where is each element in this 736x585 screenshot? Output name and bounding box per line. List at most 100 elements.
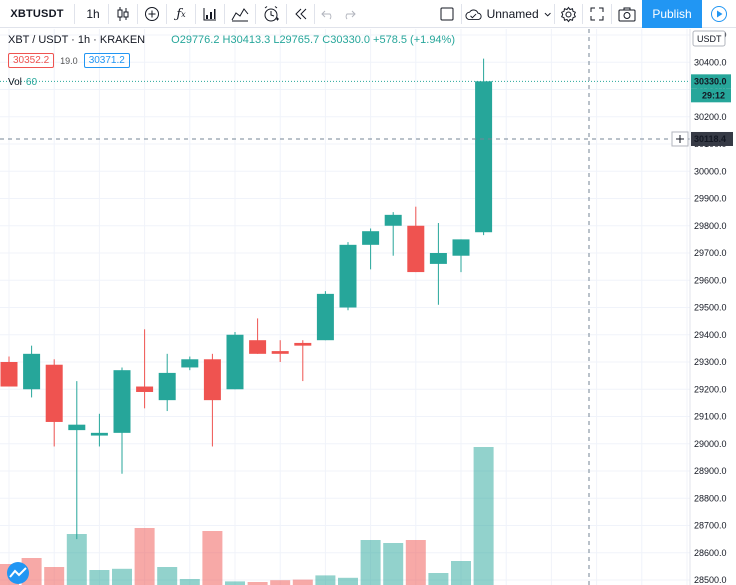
high-value: 30413.3 [230, 34, 271, 46]
toolbar-divider [74, 4, 75, 24]
ohlc-values: O29776.2 H30413.3 L29765.7 C30330.0 +578… [171, 34, 455, 46]
countdown-badge [691, 88, 731, 103]
low-label: L [273, 34, 280, 46]
volume-bar [270, 580, 291, 585]
sell-price-button[interactable]: 30352.2 [8, 53, 55, 68]
open-value: 29776.2 [179, 34, 220, 46]
toolbar-divider [195, 4, 196, 24]
price-tick-label: 28500.0 [694, 575, 727, 585]
volume-bar [383, 543, 404, 585]
toolbar-divider [286, 4, 287, 24]
volume-bar [112, 568, 132, 585]
toolbar-divider [461, 4, 462, 24]
candle-body [452, 239, 470, 256]
camera-snapshot-icon[interactable] [615, 0, 639, 28]
close-value: 30330.0 [330, 34, 370, 46]
volume-bar [179, 579, 200, 585]
fullscreen-expand-icon[interactable] [586, 0, 608, 28]
candle-body [294, 342, 312, 346]
undo-icon[interactable] [318, 0, 338, 28]
candle-body [407, 225, 425, 273]
candles-chart-type-icon[interactable] [112, 0, 134, 28]
volume-bar [157, 567, 178, 585]
volume-bar [405, 540, 426, 585]
candle-body [362, 231, 380, 245]
countdown-label: 29:12 [702, 90, 725, 100]
candle-body [384, 214, 402, 226]
financials-icon[interactable] [199, 0, 221, 28]
candle-body [45, 364, 63, 422]
publish-button[interactable]: Publish [642, 0, 702, 28]
candle-body [339, 244, 357, 308]
open-label: O [171, 34, 180, 46]
currency-badge [692, 30, 726, 47]
volume-bar [89, 570, 110, 585]
templates-icon[interactable] [228, 0, 252, 28]
candle-body [475, 81, 493, 233]
price-tick-label: 28800.0 [694, 493, 727, 503]
bid-ask-row: 30352.2 19.0 30371.2 [8, 53, 130, 68]
volume-bar [247, 582, 268, 585]
price-tick-label: 28600.0 [694, 548, 727, 558]
volume-label: Vol [8, 77, 22, 88]
crosshair-price-badge [691, 131, 733, 146]
compare-add-icon[interactable] [141, 0, 163, 28]
volume-bar [315, 575, 336, 585]
interval-button[interactable]: 1h [86, 7, 100, 21]
candle-body [249, 340, 267, 354]
candle-body [113, 370, 131, 433]
price-tick-label: 29900.0 [694, 194, 727, 204]
play-circle-icon[interactable] [702, 0, 736, 28]
redo-icon[interactable] [339, 0, 359, 28]
symbol-search-button[interactable]: XBTUSDT [10, 8, 64, 20]
price-tick-label: 29200.0 [694, 384, 727, 394]
candle-body [429, 253, 447, 264]
volume-bar [360, 540, 381, 585]
settings-gear-icon[interactable] [557, 0, 579, 28]
replay-rewind-icon[interactable] [290, 0, 312, 28]
candle-body [271, 351, 289, 354]
price-tick-label: 30200.0 [694, 112, 727, 122]
change-value: +578.5 (+1.94%) [373, 34, 455, 46]
price-tick-label: 29000.0 [694, 439, 727, 449]
toolbar-divider [108, 4, 109, 24]
volume-bar [225, 581, 245, 585]
tradingview-logo-icon [7, 562, 29, 584]
price-tick-label: 29800.0 [694, 221, 727, 231]
price-tick-label: 29400.0 [694, 330, 727, 340]
candle-body [0, 362, 18, 387]
price-tick-label: 28700.0 [694, 521, 727, 531]
alert-clock-icon[interactable] [259, 0, 283, 28]
price-tick-label: 29100.0 [694, 412, 727, 422]
toolbar-divider [582, 4, 583, 24]
layout-name: Unnamed [486, 7, 539, 21]
volume-legend: Vol 60 [8, 77, 37, 88]
low-value: 29765.7 [279, 34, 320, 46]
toolbar-divider [314, 4, 315, 24]
volume-bar [451, 561, 471, 585]
volume-bar [44, 567, 65, 585]
symbol-title: XBT / USDT · 1h · KRAKEN [8, 34, 146, 46]
toolbar-divider [554, 4, 555, 24]
volume-bar [292, 579, 313, 585]
crosshair-price-label: 30118.4 [694, 134, 726, 144]
buy-price-button[interactable]: 30371.2 [83, 53, 130, 68]
toolbar-divider [166, 4, 167, 24]
candle-body [181, 359, 199, 368]
fullscreen-square-icon[interactable] [436, 0, 458, 28]
chevron-down-icon [544, 12, 551, 17]
layout-save-button[interactable]: Unnamed [465, 0, 551, 28]
toolbar-divider [611, 4, 612, 24]
spread-value: 19.0 [60, 55, 78, 66]
last-price-label: 30330.0 [694, 76, 727, 86]
toolbar-divider [255, 4, 256, 24]
candle-body [136, 386, 154, 392]
volume-bar [428, 573, 449, 585]
volume-bar [134, 528, 155, 585]
price-tick-label: 28900.0 [694, 466, 727, 476]
high-label: H [222, 34, 231, 46]
toolbar-divider [224, 4, 225, 24]
